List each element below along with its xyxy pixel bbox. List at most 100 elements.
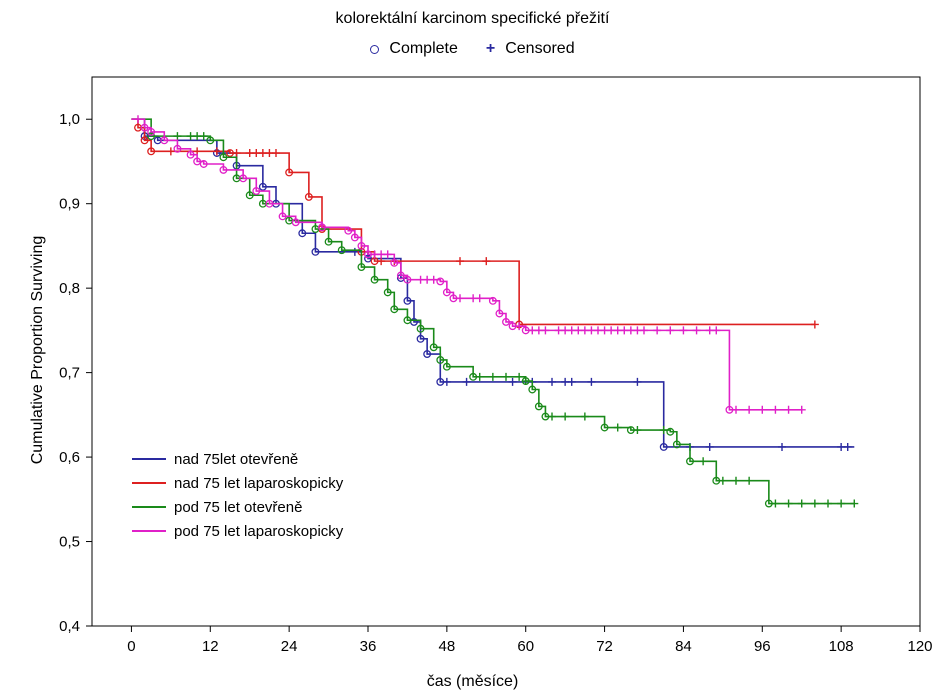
censored-marker — [475, 294, 484, 303]
censored-marker — [659, 426, 668, 435]
censored-marker — [758, 405, 767, 414]
x-tick-label: 12 — [202, 638, 219, 655]
complete-marker — [147, 127, 156, 136]
censored-marker — [377, 257, 386, 266]
censored-marker — [679, 326, 688, 335]
censored-marker — [515, 372, 524, 381]
complete-marker — [364, 254, 372, 263]
complete-marker — [219, 153, 228, 162]
censored-marker — [482, 257, 491, 266]
censored-marker — [718, 476, 727, 485]
complete-marker — [304, 192, 313, 201]
survival-curve — [131, 118, 855, 448]
complete-marker — [350, 233, 359, 242]
censored-marker — [199, 132, 208, 141]
censored-marker — [692, 326, 701, 335]
complete-marker — [672, 440, 681, 449]
censored-marker — [824, 499, 832, 508]
censored-marker — [429, 275, 438, 284]
series-layer — [131, 115, 859, 508]
legend-item-nad75-laparoskopicky: nad 75 let laparoskopicky — [132, 471, 343, 495]
complete-marker — [423, 350, 432, 358]
complete-marker — [396, 271, 405, 280]
marker-legend: Complete + Censored — [0, 40, 945, 58]
complete-marker — [147, 132, 156, 141]
circle-marker-icon — [370, 44, 380, 54]
censored-marker — [567, 377, 576, 386]
censored-marker — [232, 149, 241, 158]
complete-marker — [502, 317, 510, 326]
legend-item-pod75-laparoskopicky: pod 75 let laparoskopicky — [132, 519, 343, 543]
x-axis-label: čas (měsíce) — [426, 673, 519, 690]
complete-marker — [600, 423, 609, 432]
censored-marker — [173, 132, 182, 141]
plot-frame — [91, 76, 921, 627]
censored-marker — [666, 326, 675, 335]
series-2 — [131, 118, 819, 329]
censored-marker — [561, 412, 570, 421]
legend-item-nad75-otevrene: nad 75let otevřeně — [132, 447, 343, 471]
complete-marker — [311, 247, 320, 256]
complete-marker — [186, 150, 195, 159]
censored-marker — [745, 476, 754, 485]
censored-marker — [784, 405, 793, 414]
complete-marker — [686, 457, 694, 466]
censored-marker — [705, 442, 714, 451]
complete-marker — [357, 263, 366, 271]
censored-marker — [640, 326, 648, 335]
x-tick-label: 72 — [596, 638, 613, 655]
legend-line-magenta — [132, 530, 166, 532]
complete-marker — [199, 160, 208, 168]
censored-marker — [580, 412, 589, 421]
legend-line-red — [132, 482, 166, 484]
censored-marker — [810, 320, 819, 329]
legend-censored: + Censored — [486, 40, 575, 58]
censored-marker — [784, 499, 793, 508]
series-legend: nad 75let otevřeně nad 75 let laparoskop… — [132, 447, 343, 543]
complete-marker — [436, 355, 445, 364]
complete-marker — [403, 275, 412, 284]
x-tick-label: 120 — [907, 638, 932, 655]
series-1 — [131, 118, 855, 451]
complete-marker — [298, 229, 307, 238]
y-tick-label: 0,4 — [59, 618, 80, 635]
complete-marker — [252, 187, 261, 195]
complete-marker — [442, 288, 451, 297]
x-tick-label: 24 — [281, 638, 298, 655]
complete-marker — [318, 223, 326, 232]
censored-marker — [778, 442, 786, 451]
censored-marker — [456, 257, 464, 266]
complete-marker — [344, 226, 353, 235]
complete-marker — [285, 168, 294, 177]
legend-label: nad 75 let laparoskopicky — [174, 474, 344, 492]
legend-censored-label: Censored — [505, 40, 575, 57]
censored-marker — [587, 377, 596, 386]
complete-marker — [278, 212, 287, 221]
censored-marker — [771, 405, 780, 414]
censored-marker — [383, 250, 392, 259]
censored-marker — [166, 147, 175, 156]
legend-complete-label: Complete — [389, 40, 458, 57]
censored-marker — [850, 499, 859, 508]
complete-marker — [245, 191, 254, 200]
series-3 — [131, 118, 859, 508]
censored-marker — [633, 426, 642, 435]
censored-marker — [515, 322, 524, 331]
series-4 — [131, 115, 806, 414]
censored-marker — [212, 147, 221, 156]
plot-border — [91, 76, 921, 627]
complete-marker — [357, 241, 366, 250]
complete-marker — [442, 362, 451, 371]
censored-marker — [462, 377, 471, 386]
censored-marker — [797, 499, 806, 508]
censored-marker — [456, 294, 464, 303]
censored-marker — [843, 442, 852, 451]
censored-marker — [837, 499, 846, 508]
complete-marker — [239, 174, 248, 183]
complete-marker — [416, 324, 425, 333]
complete-marker — [140, 123, 149, 132]
censored-marker — [653, 326, 662, 335]
x-tick-label: 96 — [754, 638, 771, 655]
complete-marker — [416, 334, 425, 343]
